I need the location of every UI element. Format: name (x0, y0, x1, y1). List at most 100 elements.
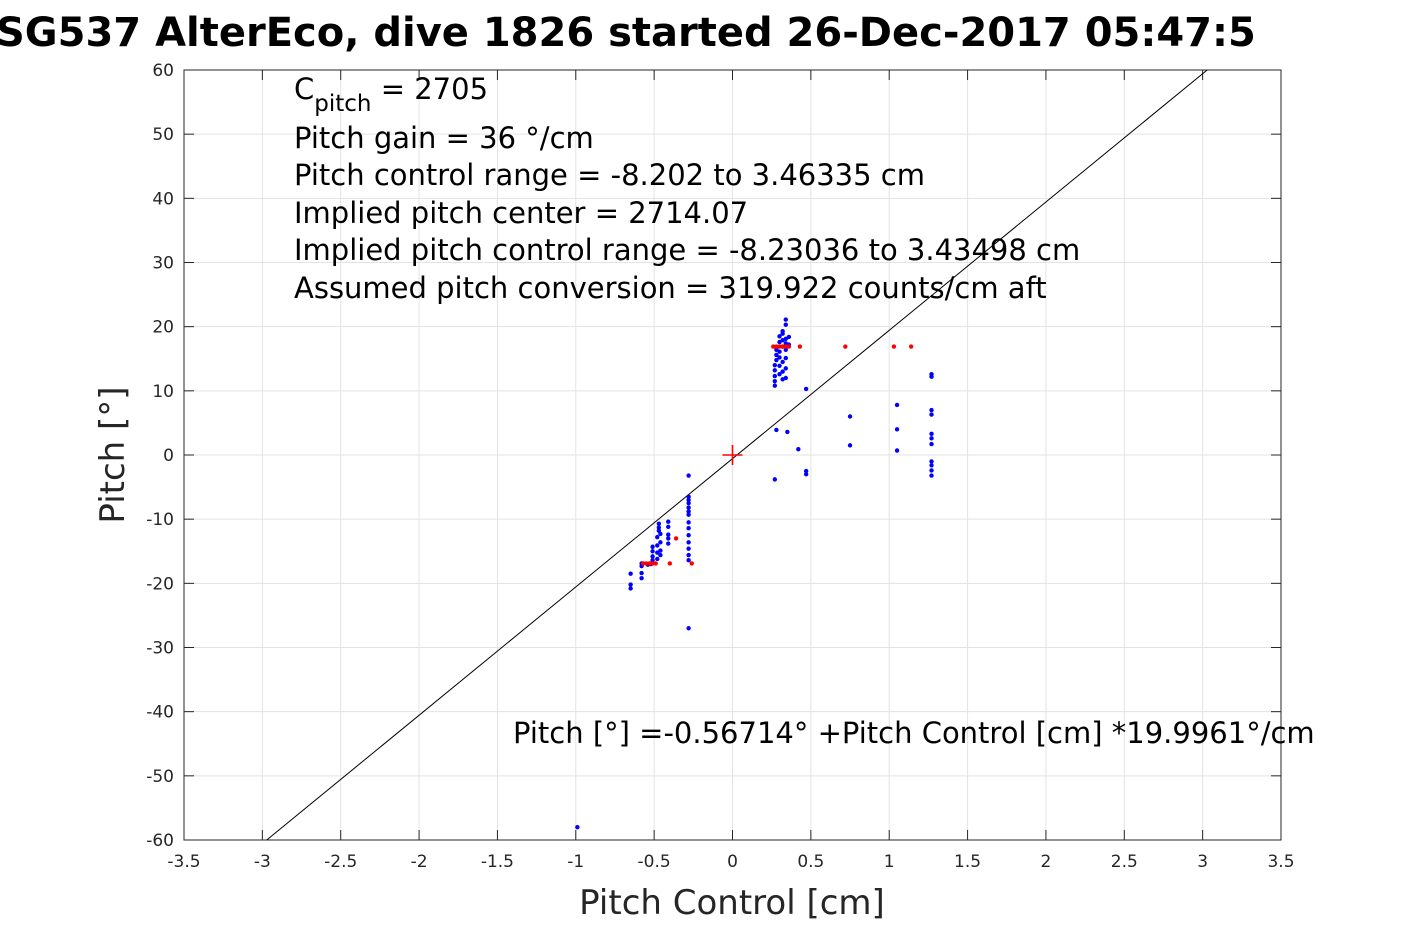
blue-point (656, 521, 662, 526)
blue-point (929, 473, 934, 478)
blue-point (650, 544, 655, 549)
c-pitch-prefix: C (294, 72, 314, 106)
blue-point (894, 448, 900, 453)
pitch-control-range-annotation: Pitch control range = -8.202 to 3.46335 … (294, 158, 925, 192)
c-pitch-annotation: Cpitch = 2705 (294, 72, 488, 117)
y-tick-label: -10 (146, 510, 174, 530)
chart-title: SG537 AlterEco, dive 1826 started 26-Dec… (0, 10, 1256, 56)
blue-point (686, 494, 691, 499)
blue-point (686, 540, 691, 545)
red-point (786, 344, 792, 349)
blue-point (777, 363, 782, 369)
blue-point (780, 369, 785, 374)
red-point (689, 561, 694, 566)
y-axis-label: Pitch [°] (93, 386, 133, 523)
blue-point (686, 525, 691, 531)
x-tick-label: 1 (884, 852, 895, 872)
y-tick-label: 30 (152, 254, 174, 274)
y-tick-label: 0 (163, 446, 174, 466)
blue-point (929, 441, 934, 447)
blue-point (777, 371, 782, 377)
blue-point (847, 414, 853, 419)
y-tick-label: -20 (146, 574, 174, 594)
x-tick-label: -1.5 (481, 852, 514, 872)
blue-point (772, 373, 778, 379)
blue-point (786, 334, 792, 340)
y-tick-label: 20 (152, 318, 174, 338)
red-point (667, 561, 673, 566)
blue-point (777, 349, 782, 354)
y-tick-label: -60 (146, 831, 174, 851)
blue-point (655, 556, 660, 562)
blue-point (785, 429, 790, 435)
blue-point (783, 347, 788, 352)
blue-point (929, 436, 934, 441)
blue-point (929, 374, 934, 379)
blue-point (686, 473, 691, 478)
x-tick-label: 2.5 (1111, 852, 1138, 872)
blue-point (772, 368, 778, 373)
red-point (640, 561, 646, 566)
y-tick-label: 10 (152, 382, 174, 402)
blue-point (686, 558, 691, 563)
blue-point (666, 536, 671, 541)
red-point (797, 344, 803, 349)
implied-pitch-center-annotation: Implied pitch center = 2714.07 (294, 196, 748, 230)
x-tick-label: 2 (1041, 852, 1052, 872)
blue-point (650, 549, 655, 554)
blue-point (655, 534, 660, 540)
blue-point (803, 386, 809, 392)
blue-point (658, 531, 663, 537)
assumed-conversion-annotation: Assumed pitch conversion = 319.922 count… (294, 271, 1047, 305)
red-point (908, 344, 914, 349)
implied-range-annotation: Implied pitch control range = -8.23036 t… (294, 233, 1080, 267)
blue-point (847, 443, 853, 448)
blue-point (929, 431, 934, 437)
red-point (783, 344, 788, 349)
red-point (650, 561, 655, 566)
blue-point (783, 375, 788, 381)
blue-point (929, 463, 934, 468)
blue-point (658, 540, 663, 545)
blue-point (658, 552, 663, 558)
blue-point (628, 571, 633, 576)
red-point (673, 536, 679, 541)
y-tick-label: -50 (146, 767, 174, 787)
blue-point (929, 468, 934, 473)
blue-point (777, 334, 782, 339)
blue-point (774, 357, 779, 363)
red-point (644, 561, 649, 566)
x-tick-label: -3 (254, 852, 271, 872)
c-pitch-value: = 2705 (371, 72, 488, 106)
blue-point (686, 533, 691, 538)
x-axis-label: Pitch Control [cm] (579, 883, 885, 923)
grid-lines (183, 69, 1282, 841)
blue-point (783, 317, 788, 322)
x-tick-label: 3 (1197, 852, 1208, 872)
blue-point (650, 558, 655, 563)
blue-point (639, 576, 644, 581)
blue-point (666, 532, 671, 537)
c-pitch-subscript: pitch (314, 91, 371, 117)
blue-point (666, 541, 671, 546)
blue-point (803, 472, 809, 477)
blue-point (796, 447, 801, 452)
blue-point (929, 407, 934, 413)
blue-point (658, 548, 663, 553)
blue-point (772, 362, 778, 368)
y-tick-label: 50 (152, 125, 174, 145)
blue-point (929, 412, 934, 417)
red-point (653, 561, 658, 566)
blue-point (686, 552, 691, 558)
x-tick-label: -1 (567, 852, 584, 872)
blue-point (628, 582, 633, 587)
blue-point (772, 383, 778, 388)
red-point (777, 344, 782, 349)
x-tick-label: 0.5 (797, 852, 824, 872)
fit-equation-annotation: Pitch [°] =-0.56714° +Pitch Control [cm]… (513, 716, 1315, 750)
blue-point (686, 512, 691, 517)
blue-point (686, 546, 691, 551)
blue-point (686, 509, 691, 514)
x-tick-label: 0 (727, 852, 738, 872)
red-point (774, 344, 779, 349)
